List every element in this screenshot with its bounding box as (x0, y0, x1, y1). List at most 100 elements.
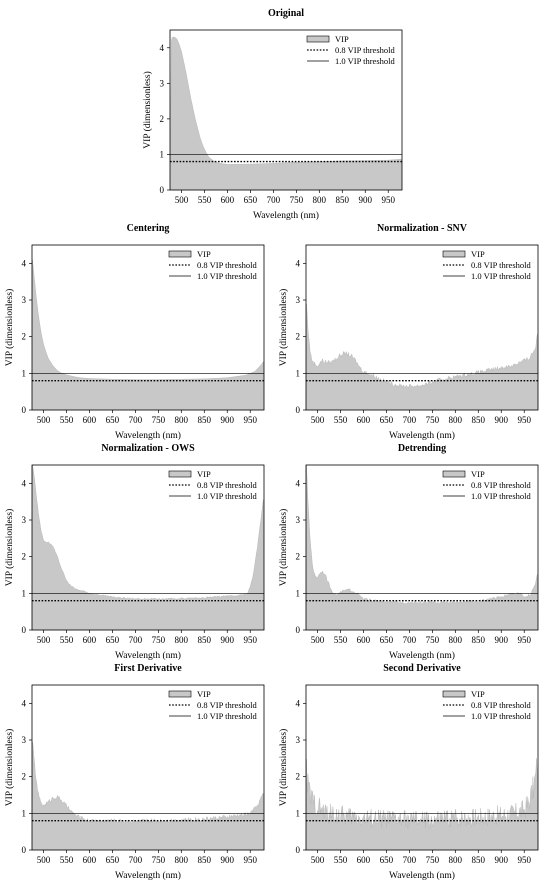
x-tick-label: 500 (37, 415, 51, 425)
y-tick-label: 4 (296, 698, 301, 708)
vip-area (31, 465, 265, 631)
x-tick-label: 650 (380, 415, 394, 425)
x-tick-label: 850 (198, 415, 212, 425)
legend-entry: 0.8 VIP threshold (335, 45, 395, 55)
y-tick-label: 4 (22, 258, 27, 268)
x-tick-label: 700 (129, 415, 143, 425)
y-tick-label: 0 (22, 845, 27, 855)
x-tick-label: 550 (334, 635, 348, 645)
x-tick-label: 750 (152, 415, 166, 425)
plot-frame (169, 29, 403, 191)
y-tick-label: 4 (296, 258, 301, 268)
y-axis-label: VIP (dimensionless) (278, 289, 289, 367)
chart-panel-4: Normalization - OWS 500 550 600 650 700 750 800… (4, 443, 265, 661)
legend-entry: 1.0 VIP threshold (471, 491, 531, 501)
x-tick-label: 950 (243, 855, 257, 865)
legend-entry: 1.0 VIP threshold (197, 491, 257, 501)
x-tick-label: 700 (403, 415, 417, 425)
x-tick-label: 600 (221, 195, 235, 205)
x-axis-label: Wavelength (nm) (115, 430, 181, 441)
legend-entry: 0.8 VIP threshold (197, 700, 257, 710)
vip-area (305, 465, 539, 631)
x-tick-label: 600 (83, 855, 97, 865)
y-tick-label: 4 (160, 43, 165, 53)
legend-entry: 0.8 VIP threshold (471, 260, 531, 270)
x-tick-label: 800 (449, 635, 463, 645)
y-tick-label: 0 (22, 405, 27, 415)
y-tick-label: 1 (296, 808, 301, 818)
y-axis-label: VIP (dimensionless) (278, 729, 289, 807)
x-axis-label: Wavelength (nm) (389, 870, 455, 881)
legend-entry: 1.0 VIP threshold (335, 56, 395, 66)
legend-swatch-vip (442, 250, 466, 258)
chart-title: Original (268, 8, 304, 19)
y-axis-label: VIP (dimensionless) (4, 289, 15, 367)
legend-swatch-vip (442, 690, 466, 698)
legend-entry: 0.8 VIP threshold (471, 480, 531, 490)
y-tick-label: 2 (22, 552, 27, 562)
chart-title: Centering (127, 223, 170, 234)
x-tick-label: 600 (357, 635, 371, 645)
y-tick-label: 2 (22, 772, 27, 782)
x-tick-label: 500 (311, 855, 325, 865)
x-tick-label: 700 (129, 855, 143, 865)
y-tick-label: 0 (22, 625, 27, 635)
x-tick-label: 750 (426, 855, 440, 865)
x-tick-label: 950 (517, 415, 531, 425)
x-tick-label: 750 (152, 855, 166, 865)
y-tick-label: 2 (160, 114, 165, 124)
legend-entry: 0.8 VIP threshold (197, 480, 257, 490)
x-tick-label: 550 (60, 855, 74, 865)
chart-panel-1: Original 500 550 600 650 700 750 800 850 900 950 0 1… (142, 8, 403, 221)
y-tick-label: 2 (22, 332, 27, 342)
x-axis-label: Wavelength (nm) (253, 210, 319, 221)
legend-swatch-vip (442, 470, 466, 478)
x-tick-label: 900 (220, 855, 234, 865)
x-tick-label: 800 (313, 195, 327, 205)
x-tick-label: 850 (198, 635, 212, 645)
x-tick-label: 800 (175, 635, 189, 645)
vip-area (305, 303, 539, 411)
vip-area (305, 758, 539, 851)
vip-area (31, 741, 265, 851)
legend-entry: VIP (471, 249, 485, 259)
chart-title: Normalization - SNV (377, 223, 468, 234)
legend-entry: 0.8 VIP threshold (471, 700, 531, 710)
x-tick-label: 950 (381, 195, 395, 205)
y-tick-label: 1 (296, 368, 301, 378)
y-tick-label: 3 (22, 515, 27, 525)
y-tick-label: 0 (296, 405, 301, 415)
x-tick-label: 650 (106, 415, 120, 425)
y-tick-label: 4 (22, 698, 27, 708)
x-tick-label: 550 (60, 415, 74, 425)
legend-swatch-vip (168, 470, 192, 478)
x-tick-label: 650 (106, 855, 120, 865)
x-tick-label: 700 (403, 855, 417, 865)
x-tick-label: 850 (472, 635, 486, 645)
legend-entry: VIP (197, 689, 211, 699)
x-tick-label: 850 (472, 415, 486, 425)
x-tick-label: 700 (129, 635, 143, 645)
legend-entry: 0.8 VIP threshold (197, 260, 257, 270)
chart-panel-5: Detrending 500 550 600 650 700 750 800 850 900 950… (278, 443, 539, 661)
x-tick-label: 900 (220, 635, 234, 645)
x-tick-label: 900 (358, 195, 372, 205)
y-axis-label: VIP (dimensionless) (4, 509, 15, 587)
x-tick-label: 600 (83, 635, 97, 645)
legend-entry: 1.0 VIP threshold (197, 711, 257, 721)
y-tick-label: 2 (296, 332, 301, 342)
legend-entry: VIP (197, 469, 211, 479)
x-tick-label: 550 (334, 415, 348, 425)
x-tick-label: 850 (472, 855, 486, 865)
plot-frame (305, 684, 539, 851)
y-tick-label: 4 (22, 478, 27, 488)
legend-entry: VIP (471, 469, 485, 479)
x-tick-label: 550 (60, 635, 74, 645)
x-axis-label: Wavelength (nm) (389, 650, 455, 661)
x-tick-label: 600 (83, 415, 97, 425)
